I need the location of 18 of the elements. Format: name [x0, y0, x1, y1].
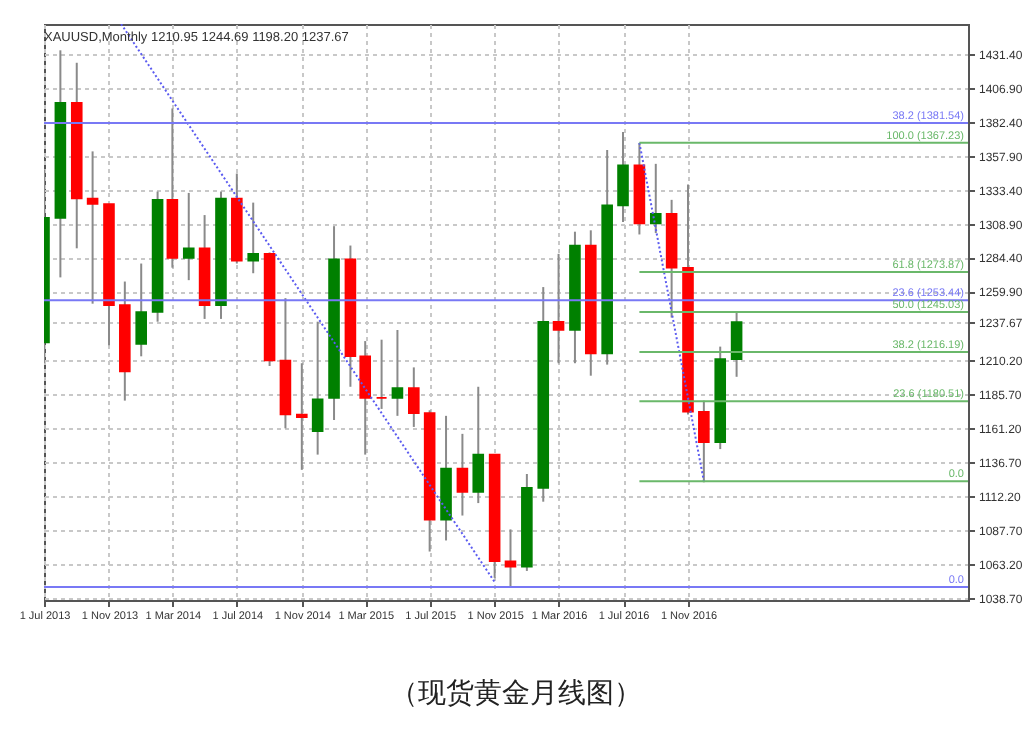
candlestick [311, 320, 324, 456]
candlestick [408, 366, 420, 428]
candlestick [617, 131, 629, 223]
candlestick [730, 311, 743, 378]
candlestick [86, 150, 99, 305]
candlestick [552, 252, 565, 365]
candlestick [456, 432, 469, 517]
candlestick [472, 385, 485, 505]
candlestick [391, 329, 404, 417]
candlestick [296, 362, 308, 471]
candlestick [182, 191, 195, 282]
text: （现货黄金月线图） [388, 676, 644, 712]
candlestick [649, 162, 662, 235]
candlestick [698, 399, 710, 484]
candlestick [504, 528, 517, 589]
candlestick [247, 201, 260, 275]
candlestick [375, 338, 388, 410]
candlestick [135, 262, 148, 358]
